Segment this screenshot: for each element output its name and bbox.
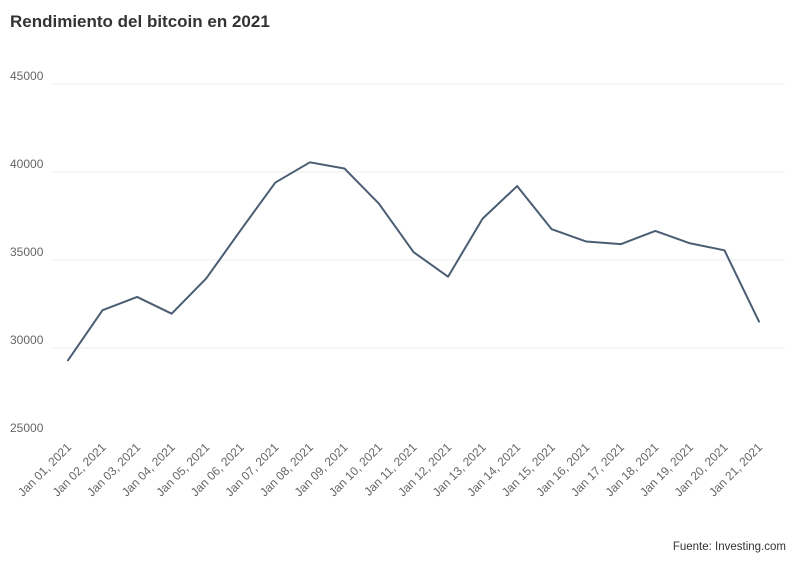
grid-lines [52,83,785,349]
series-layer [67,161,760,362]
y-tick-label: 35000 [10,245,44,259]
series-line-0 [67,161,760,362]
y-axis-ticks: 25000 30000 35000 40000 45000 [10,69,44,435]
chart-title: Rendimiento del bitcoin en 2021 [10,12,270,31]
y-tick-label: 30000 [10,333,44,347]
source-note: Fuente: Investing.com [672,541,786,553]
y-tick-label: 25000 [10,421,44,435]
y-tick-label: 40000 [10,157,44,171]
y-tick-label: 45000 [10,69,44,83]
